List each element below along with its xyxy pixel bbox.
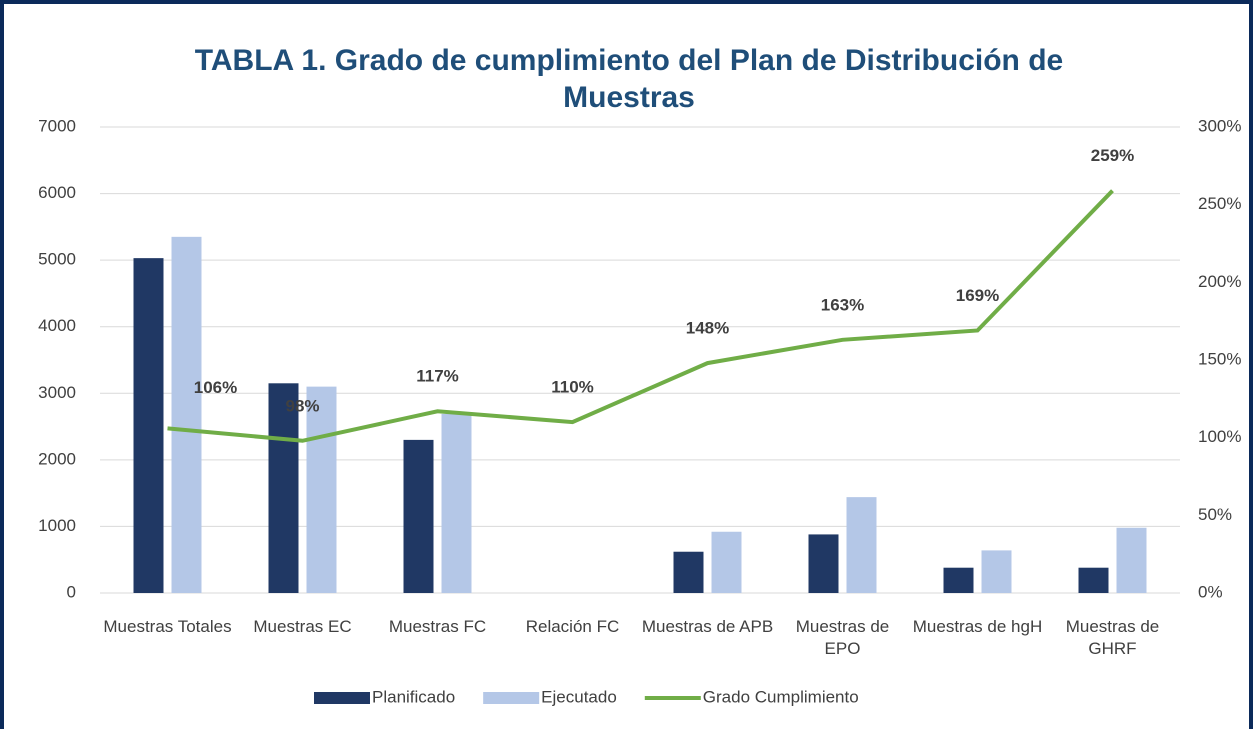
bar xyxy=(171,236,202,594)
line xyxy=(167,189,1114,443)
bar xyxy=(846,497,877,593)
legend-label: Planificado xyxy=(372,687,455,706)
x-tick-label: Muestras FC xyxy=(388,617,487,636)
y-tick-label: 3000 xyxy=(38,383,76,402)
bar xyxy=(1078,567,1109,593)
y2-tick-label: 0% xyxy=(1198,582,1223,601)
chart-title: TABLA 1. Grado de cumplimiento del Plan … xyxy=(194,44,1064,114)
bar xyxy=(133,258,164,593)
x-tick-label: Muestras Totales xyxy=(103,617,232,636)
data-label: 169% xyxy=(956,286,999,305)
data-label: 98% xyxy=(285,396,319,415)
x-tick-label: Relación FC xyxy=(525,617,620,636)
x-tick-label: Muestras de APB xyxy=(641,617,774,636)
legend-label: Grado Cumplimiento xyxy=(703,687,859,706)
y-tick-label: 4000 xyxy=(38,316,76,335)
legend-swatch xyxy=(483,692,540,704)
y2-tick-label: 150% xyxy=(1198,349,1241,368)
legend-label: Ejecutado xyxy=(541,687,617,706)
y-tick-label: 7000 xyxy=(38,116,76,135)
bar xyxy=(808,534,839,593)
bar xyxy=(403,439,434,593)
y-tick-label: 6000 xyxy=(38,183,76,202)
y-tick-label: 2000 xyxy=(38,449,76,468)
bar xyxy=(1116,527,1147,593)
data-label: 163% xyxy=(821,295,864,314)
y2-tick-label: 100% xyxy=(1198,427,1241,446)
data-label: 148% xyxy=(686,319,729,338)
bar xyxy=(441,413,472,593)
bar xyxy=(306,386,337,593)
y2-tick-label: 200% xyxy=(1198,272,1241,291)
y-tick-label: 1000 xyxy=(38,516,76,535)
data-label: 110% xyxy=(551,378,594,397)
x-tick-label: Muestras de EPO xyxy=(795,617,890,658)
legend-swatch xyxy=(314,692,370,704)
x-tick-label: Muestras EC xyxy=(253,617,352,636)
y2-tick-label: 300% xyxy=(1198,116,1241,135)
y-tick-label: 0 xyxy=(67,582,76,601)
y2-tick-label: 250% xyxy=(1198,194,1241,213)
y2-tick-label: 50% xyxy=(1198,505,1232,524)
bar xyxy=(943,567,974,593)
bar xyxy=(711,531,742,593)
bar xyxy=(981,550,1012,593)
data-label: 259% xyxy=(1091,146,1134,165)
data-label: 106% xyxy=(194,378,237,397)
bar xyxy=(268,383,299,593)
bar xyxy=(673,551,704,593)
data-label: 117% xyxy=(416,367,459,386)
x-tick-label: Muestras de hgH xyxy=(912,617,1043,636)
plot: 0 1000 2000 3000 4000 5000 6000 7000 0% 50% 100% 15… xyxy=(38,116,1241,706)
x-tick-label: Muestras de GHRF xyxy=(1065,617,1160,658)
y-tick-label: 5000 xyxy=(38,250,76,269)
